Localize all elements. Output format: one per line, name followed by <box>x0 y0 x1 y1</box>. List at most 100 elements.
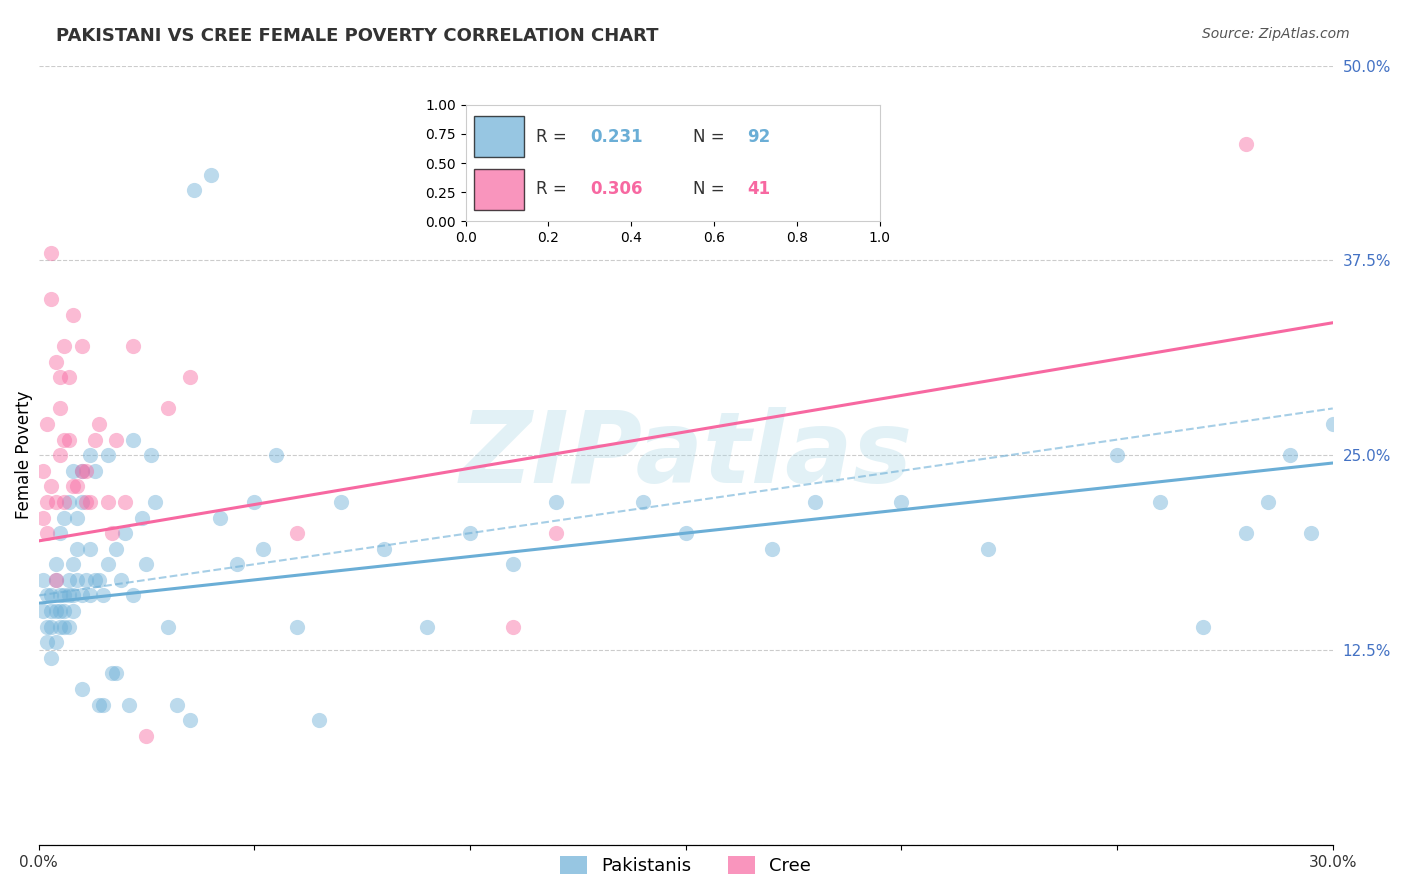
Point <box>37 417 59 431</box>
Point <box>37 495 59 509</box>
Point <box>66 541 89 556</box>
Point <box>675 526 697 541</box>
Point <box>416 620 439 634</box>
Point <box>45 558 67 572</box>
Point <box>45 635 67 649</box>
Point <box>122 433 145 447</box>
Point <box>166 698 188 712</box>
Point <box>135 558 157 572</box>
Point <box>45 354 67 368</box>
Point <box>45 573 67 587</box>
Point <box>45 495 67 509</box>
Point <box>41 293 63 307</box>
Point <box>264 448 287 462</box>
Point <box>1149 495 1171 509</box>
Point <box>83 573 105 587</box>
Point <box>91 698 114 712</box>
Point <box>179 713 201 727</box>
Point <box>70 464 93 478</box>
Point <box>156 620 179 634</box>
Point <box>976 541 998 556</box>
Point <box>70 681 93 696</box>
Point <box>458 526 481 541</box>
Point <box>62 589 84 603</box>
Point <box>75 495 97 509</box>
Point <box>41 479 63 493</box>
Point <box>1192 620 1215 634</box>
Point <box>110 573 132 587</box>
Point <box>62 604 84 618</box>
Point <box>62 464 84 478</box>
Point <box>53 589 76 603</box>
Point <box>761 541 783 556</box>
Point <box>122 589 145 603</box>
Point <box>83 464 105 478</box>
Text: Source: ZipAtlas.com: Source: ZipAtlas.com <box>1202 27 1350 41</box>
Point <box>62 479 84 493</box>
Point <box>118 698 141 712</box>
Point <box>631 495 654 509</box>
Point <box>226 558 249 572</box>
Point <box>49 526 72 541</box>
Point <box>53 620 76 634</box>
Point <box>53 510 76 524</box>
Point <box>87 698 110 712</box>
Point <box>890 495 912 509</box>
Point <box>131 510 153 524</box>
Point <box>62 558 84 572</box>
Legend: Pakistanis, Cree: Pakistanis, Cree <box>553 849 818 882</box>
Point <box>97 558 120 572</box>
Point <box>287 620 309 634</box>
Text: ZIPatlas: ZIPatlas <box>460 407 912 504</box>
Point <box>53 604 76 618</box>
Point <box>58 573 80 587</box>
Point <box>49 448 72 462</box>
Point <box>66 573 89 587</box>
Point <box>179 370 201 384</box>
Point <box>373 541 395 556</box>
Point <box>49 370 72 384</box>
Point <box>53 433 76 447</box>
Point <box>58 620 80 634</box>
Point <box>70 339 93 353</box>
Point <box>49 401 72 416</box>
Point <box>66 510 89 524</box>
Point <box>1301 526 1323 541</box>
Point <box>45 604 67 618</box>
Point <box>97 495 120 509</box>
Point <box>79 589 101 603</box>
Point <box>546 526 568 541</box>
Point <box>49 620 72 634</box>
Point <box>31 464 53 478</box>
Y-axis label: Female Poverty: Female Poverty <box>15 391 32 519</box>
Point <box>143 495 166 509</box>
Point <box>546 495 568 509</box>
Text: PAKISTANI VS CREE FEMALE POVERTY CORRELATION CHART: PAKISTANI VS CREE FEMALE POVERTY CORRELA… <box>56 27 659 45</box>
Point <box>101 526 124 541</box>
Point <box>70 589 93 603</box>
Point <box>252 541 274 556</box>
Point <box>37 526 59 541</box>
Point <box>45 573 67 587</box>
Point <box>105 666 128 681</box>
Point <box>70 464 93 478</box>
Point <box>58 370 80 384</box>
Point <box>87 417 110 431</box>
Point <box>122 339 145 353</box>
Point <box>41 604 63 618</box>
Point <box>41 650 63 665</box>
Point <box>502 558 524 572</box>
Point <box>41 589 63 603</box>
Point <box>37 589 59 603</box>
Point <box>62 308 84 322</box>
Point <box>208 510 231 524</box>
Point <box>31 573 53 587</box>
Point <box>79 448 101 462</box>
Point <box>58 433 80 447</box>
Point <box>41 245 63 260</box>
Point <box>53 495 76 509</box>
Point <box>1236 136 1258 151</box>
Point <box>1236 526 1258 541</box>
Point <box>91 589 114 603</box>
Point <box>58 589 80 603</box>
